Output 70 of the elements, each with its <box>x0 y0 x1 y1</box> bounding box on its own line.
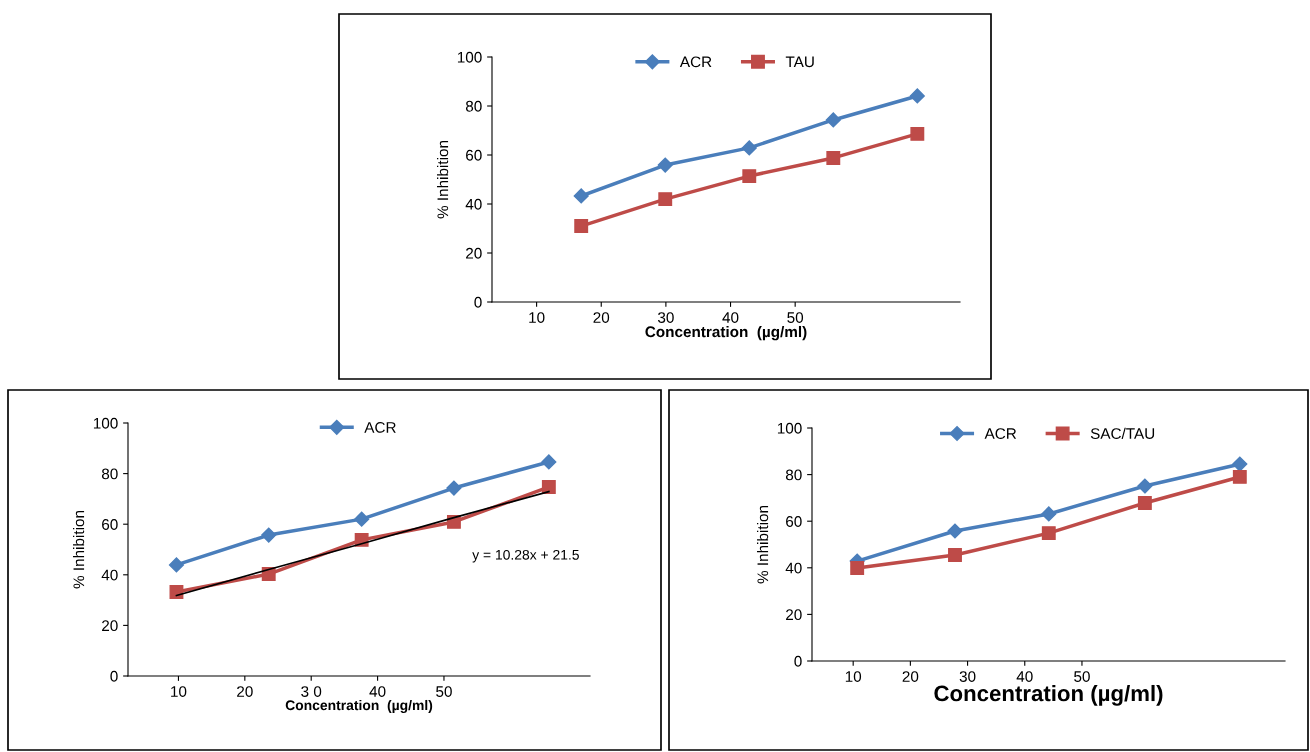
point <box>741 140 757 156</box>
point <box>1137 496 1152 510</box>
x-tick-label: 3 0 <box>301 686 322 697</box>
y-tick-label: 100 <box>93 417 118 429</box>
y-axis-title: % Inhibition <box>756 506 769 584</box>
legend-label: ACR <box>984 428 1017 439</box>
point <box>742 169 757 184</box>
x-axis-title: Concentration (µg/ml) <box>645 325 807 341</box>
annotation: y = 10.28x + 21.5 <box>472 549 579 563</box>
point <box>541 480 556 494</box>
point <box>909 88 925 104</box>
point <box>826 150 841 165</box>
y-tick-label: 80 <box>465 100 482 112</box>
x-tick-label: 40 <box>722 312 739 323</box>
point <box>948 548 962 562</box>
x-tick-label: 50 <box>787 312 804 323</box>
point <box>261 527 277 543</box>
x-tick-label: 40 <box>369 686 386 697</box>
y-tick-label: 80 <box>101 468 118 480</box>
point <box>910 126 925 141</box>
x-tick-label: 50 <box>436 686 452 697</box>
y-tick-label: 100 <box>457 51 482 63</box>
point <box>574 219 589 233</box>
y-tick-label: 20 <box>102 620 118 632</box>
point <box>168 557 185 573</box>
x-tick-label: 20 <box>902 671 919 682</box>
x-tick-label: 30 <box>959 671 976 682</box>
x-tick-label: 20 <box>593 312 610 323</box>
legend-label: SAC/TAU <box>1090 427 1155 439</box>
y-tick-label: 0 <box>110 670 118 682</box>
y-tick-label: 0 <box>794 655 802 667</box>
y-tick-label: 100 <box>777 422 802 434</box>
x-tick-label: 20 <box>237 686 253 697</box>
x-tick-label: 10 <box>529 312 545 323</box>
y-tick-label: 60 <box>102 519 118 530</box>
x-tick-label: 10 <box>171 686 187 697</box>
point <box>446 480 462 496</box>
y-tick-label: 80 <box>785 469 802 481</box>
x-axis-title: Concentration (µg/ml) <box>934 684 1163 706</box>
y-tick-label: 0 <box>474 296 482 308</box>
point <box>947 523 963 539</box>
point <box>354 511 370 527</box>
point <box>1232 469 1247 484</box>
x-tick-label: 30 <box>657 312 674 323</box>
x-tick-label: 10 <box>845 671 862 682</box>
x-tick-label: 50 <box>1074 671 1090 682</box>
point <box>1041 506 1057 522</box>
point <box>573 188 589 204</box>
x-tick-label: 40 <box>1016 671 1033 682</box>
y-axis-title: % Inhibition <box>72 511 85 589</box>
legend-label: ACR <box>679 56 712 68</box>
point <box>658 192 673 207</box>
point <box>1137 478 1153 494</box>
legend-label: ACR <box>364 421 396 433</box>
point <box>1041 526 1056 541</box>
point <box>541 454 557 470</box>
y-tick-label: 20 <box>466 247 482 259</box>
x-axis-title: Concentration (µg/ml) <box>285 699 433 713</box>
y-tick-label: 40 <box>101 569 118 581</box>
y-tick-label: 40 <box>785 562 802 574</box>
y-tick-label: 60 <box>466 149 482 161</box>
legend-label: TAU <box>785 56 814 68</box>
y-tick-label: 60 <box>786 516 802 527</box>
point <box>825 112 841 128</box>
point <box>850 561 865 575</box>
point <box>657 157 673 173</box>
point <box>1232 456 1248 472</box>
y-axis-title: % Inhibition <box>436 141 449 219</box>
y-tick-label: 40 <box>465 198 482 210</box>
y-tick-label: 20 <box>786 609 802 621</box>
